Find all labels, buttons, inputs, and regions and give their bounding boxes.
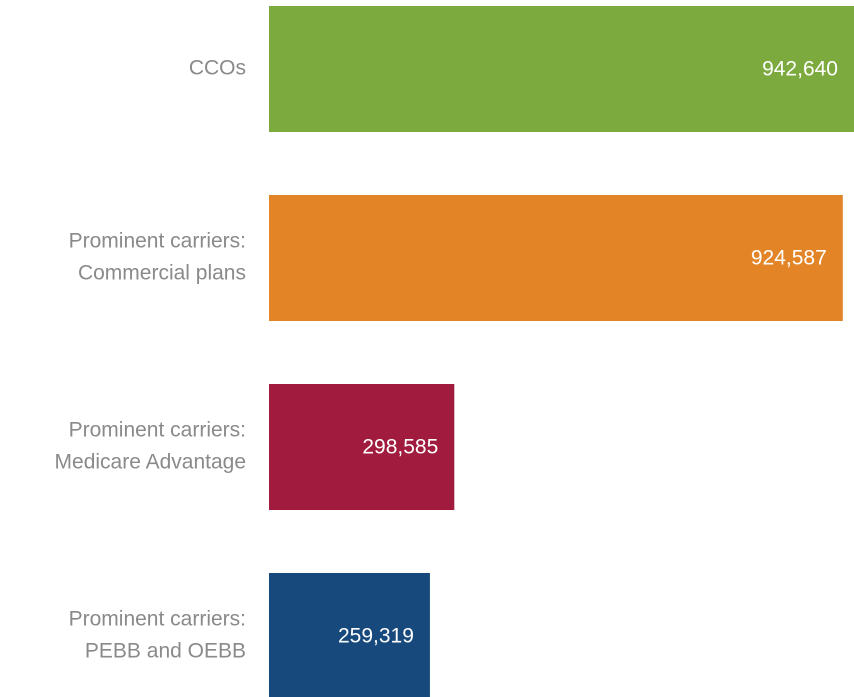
category-label: Medicare Advantage — [55, 451, 246, 474]
value-label: 924,587 — [751, 247, 827, 270]
bar — [269, 195, 843, 321]
category-label: Prominent carriers: — [69, 419, 246, 442]
category-label: Commercial plans — [78, 262, 246, 285]
bar — [269, 384, 455, 510]
value-label: 259,319 — [338, 625, 414, 648]
value-label: 942,640 — [762, 58, 838, 81]
category-label: Prominent carriers: — [69, 230, 246, 253]
bar — [269, 6, 854, 132]
bar — [269, 573, 430, 697]
value-label: 298,585 — [362, 436, 438, 459]
category-label: Prominent carriers: — [69, 608, 246, 631]
category-label: CCOs — [189, 57, 246, 80]
category-label: PEBB and OEBB — [85, 640, 246, 663]
